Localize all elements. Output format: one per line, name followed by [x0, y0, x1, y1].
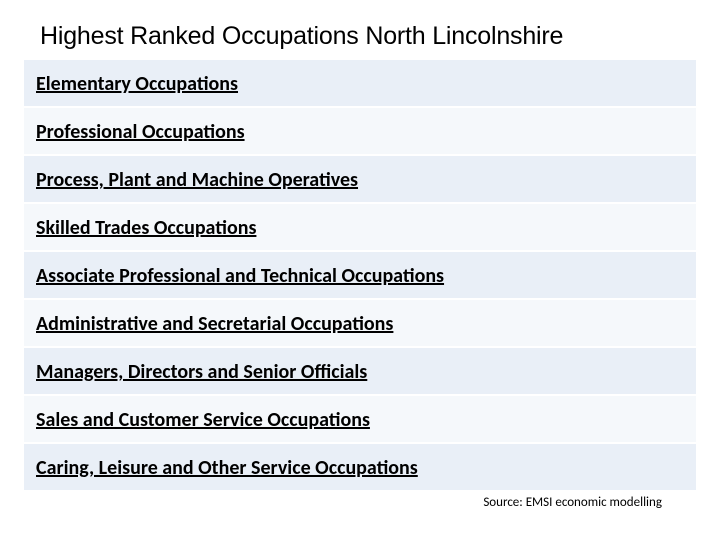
source-citation: Source: EMSI economic modelling [483, 495, 662, 510]
occupation-label: Caring, Leisure and Other Service Occupa… [36, 457, 418, 479]
occupation-label: Associate Professional and Technical Occ… [36, 265, 444, 287]
occupation-label: Administrative and Secretarial Occupatio… [36, 313, 393, 335]
slide: Highest Ranked Occupations North Lincoln… [0, 0, 720, 540]
occupations-table: Elementary Occupations Professional Occup… [24, 60, 696, 492]
slide-title: Highest Ranked Occupations North Lincoln… [40, 22, 563, 51]
table-row: Professional Occupations [24, 108, 696, 156]
occupation-label: Skilled Trades Occupations [36, 217, 256, 239]
occupation-label: Process, Plant and Machine Operatives [36, 169, 358, 191]
table-row: Administrative and Secretarial Occupatio… [24, 300, 696, 348]
table-row: Associate Professional and Technical Occ… [24, 252, 696, 300]
table-row: Sales and Customer Service Occupations [24, 396, 696, 444]
occupation-label: Managers, Directors and Senior Officials [36, 361, 367, 383]
occupation-label: Sales and Customer Service Occupations [36, 409, 370, 431]
table-row: Elementary Occupations [24, 60, 696, 108]
table-row: Caring, Leisure and Other Service Occupa… [24, 444, 696, 492]
table-row: Process, Plant and Machine Operatives [24, 156, 696, 204]
table-row: Managers, Directors and Senior Officials [24, 348, 696, 396]
occupation-label: Professional Occupations [36, 121, 245, 143]
occupation-label: Elementary Occupations [36, 73, 238, 95]
table-row: Skilled Trades Occupations [24, 204, 696, 252]
